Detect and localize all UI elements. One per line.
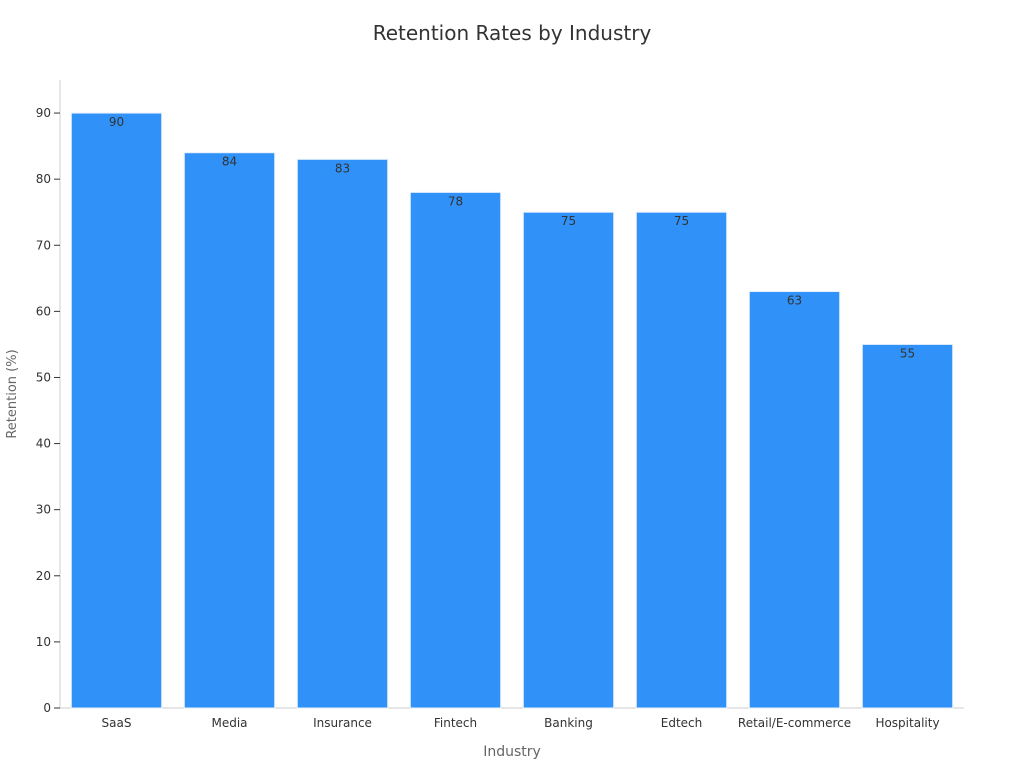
y-tick-label: 80	[36, 172, 51, 186]
data-labels-group: 90 84 83 78 75 75 63 55	[109, 115, 915, 360]
data-label: 84	[222, 155, 237, 169]
bar	[70, 112, 163, 709]
bar	[635, 211, 728, 709]
chart-title: Retention Rates by Industry	[373, 21, 652, 45]
x-tick-label: Media	[211, 716, 247, 730]
x-tick-label: Edtech	[661, 716, 703, 730]
data-label: 90	[109, 115, 124, 129]
x-tick-label: Banking	[544, 716, 593, 730]
y-axis-label: Retention (%)	[5, 349, 20, 438]
bar	[409, 191, 502, 709]
y-tick-label: 30	[36, 503, 51, 517]
y-tick-label: 0	[43, 701, 51, 715]
y-tick-label: 10	[36, 635, 51, 649]
x-tick-label: Insurance	[313, 716, 372, 730]
x-axis-label: Industry	[483, 744, 541, 760]
bars-group	[70, 112, 954, 709]
y-axis: 0 10 20 30 40 50 60 70 80 90	[36, 80, 61, 715]
data-label: 83	[335, 161, 350, 175]
y-tick-label: 50	[36, 370, 51, 384]
bar	[522, 211, 615, 709]
x-axis: SaaS Media Insurance Fintech Banking Edtech Re…	[60, 707, 964, 730]
bar	[748, 291, 841, 709]
y-tick-label: 60	[36, 304, 51, 318]
bar	[183, 152, 276, 709]
y-tick-label: 70	[36, 238, 51, 252]
x-tick-label: SaaS	[102, 716, 132, 730]
y-tick-label: 40	[36, 437, 51, 451]
bar	[861, 343, 954, 709]
x-tick-label: Retail/E-commerce	[738, 716, 851, 730]
y-tick-label: 90	[36, 106, 51, 120]
x-tick-label: Hospitality	[875, 716, 939, 730]
y-tick-label: 20	[36, 569, 51, 583]
data-label: 78	[448, 194, 463, 208]
data-label: 75	[561, 214, 576, 228]
data-label: 75	[674, 214, 689, 228]
bar	[296, 158, 389, 709]
x-tick-label: Fintech	[434, 716, 477, 730]
data-label: 55	[900, 346, 915, 360]
data-label: 63	[787, 294, 802, 308]
